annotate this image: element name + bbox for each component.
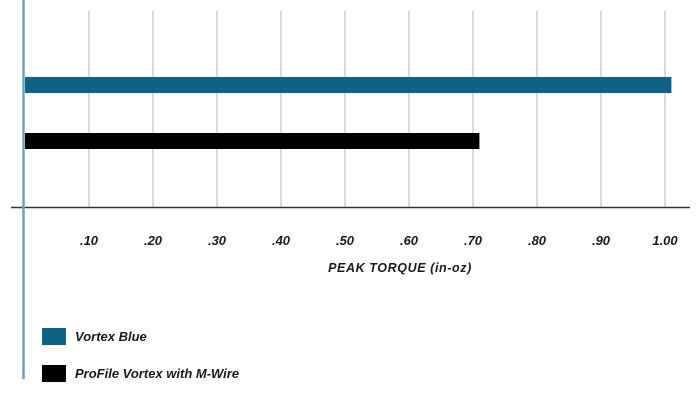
- legend-swatch-vortex-blue: [42, 327, 66, 345]
- chart: .10 .20 .30 .40 .50 .60 .70 .80 .90 1.00 PEAK TOR…: [11, 0, 690, 379]
- x-axis-title: PEAK TORQUE (in-oz): [328, 261, 472, 275]
- tick-labels: .10 .20 .30 .40 .50 .60 .70 .80 .90 1.00: [80, 233, 678, 248]
- legend-label-profile-vortex: ProFile Vortex with M-Wire: [75, 365, 240, 381]
- bars: [25, 77, 672, 149]
- legend-item-vortex-blue: Vortex Blue: [42, 326, 239, 346]
- legend: Vortex Blue ProFile Vortex with M-Wire: [42, 326, 239, 400]
- legend-swatch-profile-vortex: [42, 364, 66, 382]
- x-tick-label-4: .50: [336, 233, 355, 248]
- grid-lines: [88, 11, 666, 208]
- legend-label-vortex-blue: Vortex Blue: [75, 328, 147, 344]
- x-tick-label-8: .90: [592, 233, 611, 248]
- x-tick-label-5: .60: [400, 233, 419, 248]
- legend-item-profile-vortex: ProFile Vortex with M-Wire: [42, 363, 239, 383]
- x-tick-label-1: .20: [144, 233, 163, 248]
- x-tick-label-0: .10: [80, 233, 99, 248]
- bar-1: [25, 133, 480, 149]
- x-tick-label-9: 1.00: [652, 233, 678, 248]
- x-tick-label-3: .40: [272, 233, 291, 248]
- bar-0: [25, 77, 672, 93]
- x-tick-label-2: .30: [208, 233, 227, 248]
- x-tick-label-7: .80: [528, 233, 547, 248]
- x-tick-label-6: .70: [464, 233, 483, 248]
